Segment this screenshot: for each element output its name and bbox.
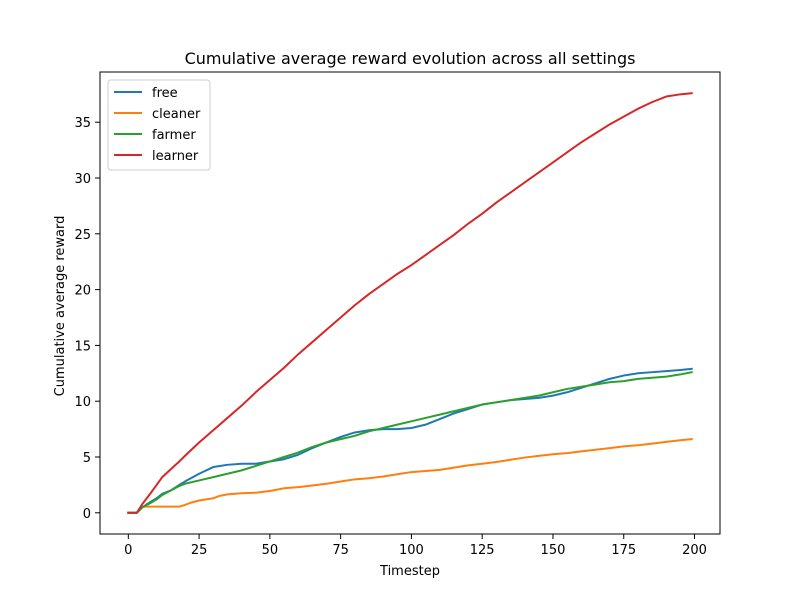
y-tick-label: 35 [74,116,91,131]
y-tick-label: 15 [74,339,91,354]
legend-label-learner: learner [152,149,199,164]
y-tick-label: 25 [74,228,91,243]
x-tick-label: 200 [682,543,707,558]
legend: free cleaner farmer learner [107,79,211,171]
legend-label-free: free [152,86,178,101]
y-tick-label: 0 [83,507,91,522]
series-line-farmer [127,371,693,514]
plot-frame [99,71,721,535]
x-tick-label: 175 [611,543,636,558]
x-tick-label: 25 [191,543,208,558]
y-tick-label: 5 [83,451,91,466]
series-line-cleaner [127,438,693,514]
x-tick-label: 50 [262,543,279,558]
legend-box [107,79,211,171]
y-tick-label: 20 [74,284,91,299]
x-tick-label: 100 [399,543,424,558]
x-axis-label: Timestep [379,564,440,579]
y-tick-label: 30 [74,172,91,187]
x-tick-label: 150 [541,543,566,558]
legend-label-cleaner: cleaner [152,107,201,122]
series-line-learner [127,92,693,514]
plot-area: 0 25 50 75 100 125 150 175 200 0 5 10 15 20 25 30 35 [74,71,721,558]
y-tick-label: 10 [74,395,91,410]
x-tick-label: 125 [470,543,495,558]
chart-title: Cumulative average reward evolution acro… [185,49,636,68]
legend-label-farmer: farmer [152,128,196,143]
x-tick-label: 0 [124,543,132,558]
y-axis-label: Cumulative average reward [53,216,68,397]
x-tick-label: 75 [332,543,349,558]
